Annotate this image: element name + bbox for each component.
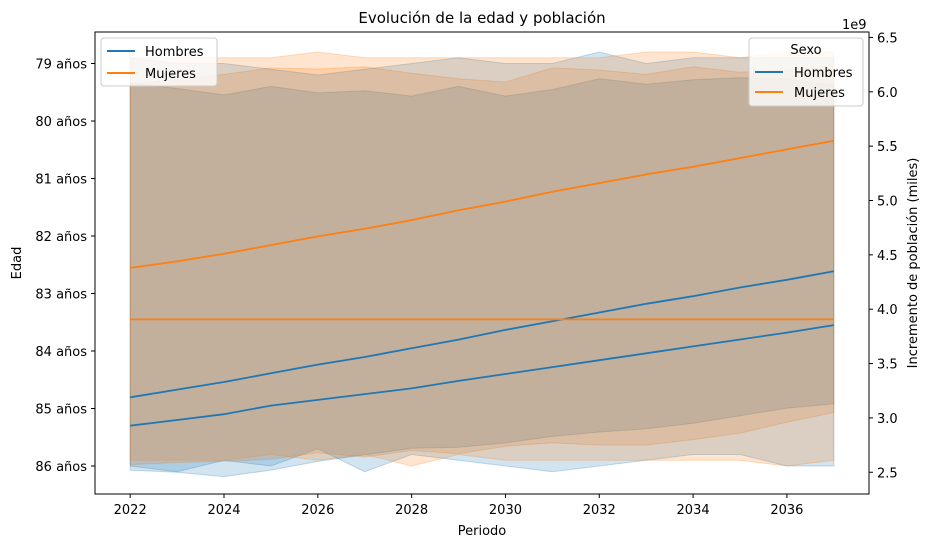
y-right-tick-label-2-5: 2.5 <box>877 466 898 481</box>
y-left-tick-label-86: 86 años <box>35 460 87 475</box>
legend-left: Hombres Mujeres <box>100 37 218 87</box>
y-left-tick-label-80: 80 años <box>35 115 87 130</box>
x-tick-label-2028: 2028 <box>395 503 428 518</box>
y-right-tick-label-6: 6.0 <box>877 86 898 101</box>
legend-right-title: Sexo <box>790 43 821 58</box>
chart-title: Evolución de la edad y población <box>358 9 605 27</box>
band-age-mujeres <box>129 51 835 467</box>
y-left-tick-label-85: 85 años <box>35 403 87 418</box>
line-population-mujeres <box>130 139 834 269</box>
x-tick-label-2026: 2026 <box>301 503 334 518</box>
y-right-tick-label-6-5: 6.5 <box>877 31 898 46</box>
x-axis: 2022 2024 2026 2028 2030 2032 2034 2036 <box>114 494 803 518</box>
y-right-tick-label-4-5: 4.5 <box>877 249 898 264</box>
y-axis-right-label: Incremento de población (miles) <box>906 158 921 369</box>
line-age-hombres <box>130 324 834 427</box>
band-population-hombres <box>129 77 835 478</box>
legend-right: Sexo Hombres Mujeres <box>748 37 864 107</box>
legend-left-label-hombres: Hombres <box>145 45 204 60</box>
y-right-tick-label-3: 3.0 <box>877 412 898 427</box>
x-tick-label-2036: 2036 <box>770 503 803 518</box>
y-left-tick-label-81: 81 años <box>35 173 87 188</box>
x-tick-label-2034: 2034 <box>677 503 710 518</box>
y-left-tick-label-83: 83 años <box>35 288 87 303</box>
series-lines <box>130 139 834 427</box>
y-left-tick-label-82: 82 años <box>35 230 87 245</box>
y-left-tick-label-79: 79 años <box>35 58 87 73</box>
x-axis-label: Periodo <box>458 524 507 539</box>
legend-right-label-mujeres: Mujeres <box>794 86 845 101</box>
legend-right-label-hombres: Hombres <box>794 66 853 81</box>
legend-left-label-mujeres: Mujeres <box>145 67 196 82</box>
x-tick-label-2022: 2022 <box>114 503 147 518</box>
y-right-tick-label-5: 5.0 <box>877 194 898 209</box>
y-axis-right: 2.5 3.0 3.5 4.0 4.5 5.0 5.5 6.0 6.5 <box>869 31 898 481</box>
y-axis-left-label: Edad <box>10 247 25 280</box>
y-right-tick-label-4: 4.0 <box>877 303 898 318</box>
x-tick-label-2032: 2032 <box>583 503 616 518</box>
line-population-hombres <box>130 270 834 399</box>
y-axis-left: 79 años 80 años 81 años 82 años 83 años 84 añ… <box>35 58 95 475</box>
band-population-mujeres <box>129 65 835 466</box>
right-axis-offset-label: 1e9 <box>842 18 867 33</box>
y-left-tick-label-84: 84 años <box>35 345 87 360</box>
y-right-tick-label-5-5: 5.5 <box>877 140 898 155</box>
x-tick-label-2024: 2024 <box>207 503 240 518</box>
y-right-tick-label-3-5: 3.5 <box>877 358 898 373</box>
plot-frame <box>94 31 870 495</box>
legend-right-box <box>748 37 864 107</box>
x-tick-label-2030: 2030 <box>489 503 522 518</box>
